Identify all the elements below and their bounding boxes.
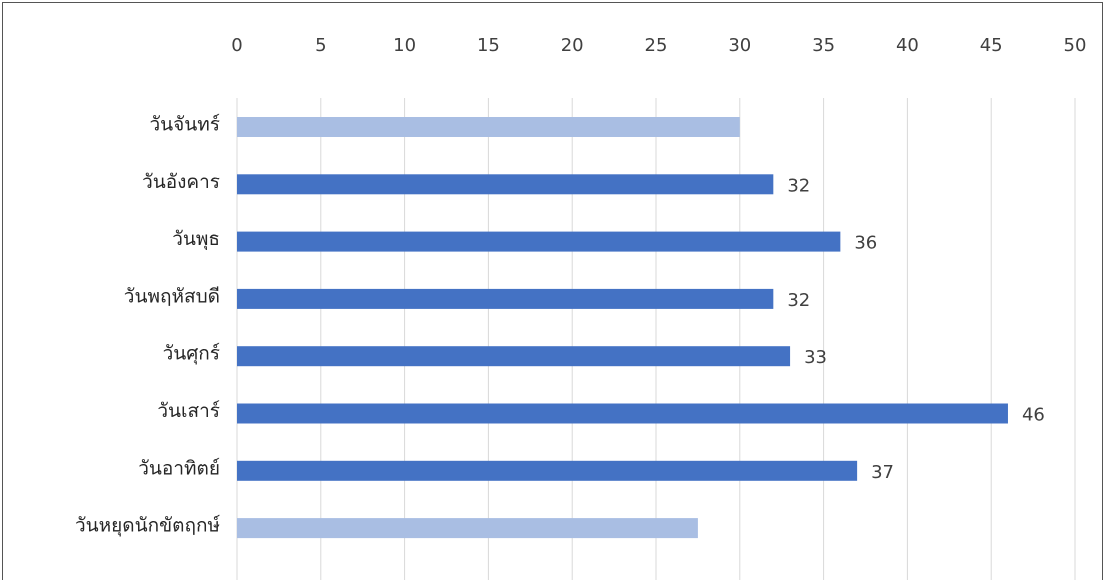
x-tick-label: 0 [231,35,242,56]
bar [237,174,774,195]
y-tick-label: วันเสาร์ [157,400,220,422]
x-tick-label: 10 [393,35,416,56]
y-tick-label: วันหยุดนักขัตฤกษ์ [75,515,220,538]
y-tick-label: วันอาทิตย์ [138,457,220,479]
x-tick-label: 30 [728,35,751,56]
bar [237,460,858,481]
x-tick-label: 15 [477,35,500,56]
y-tick-label: วันอังคาร [142,171,220,193]
x-tick-label: 50 [1064,35,1087,56]
x-tick-label: 40 [896,35,919,56]
bar [237,288,774,309]
value-label: 46 [1022,405,1045,426]
value-label: 33 [804,347,827,368]
value-label: 36 [854,233,877,254]
y-tick-label: วันศุกร์ [163,343,220,366]
x-tick-label: 25 [645,35,668,56]
y-tick-label: วันจันทร์ [149,114,220,136]
value-label: 32 [787,175,810,196]
bar [237,403,1008,424]
bar [237,518,698,539]
y-tick-label: วันพุธ [172,228,220,251]
bar [237,346,791,367]
bar [237,117,740,137]
x-tick-label: 35 [812,35,835,56]
value-label: 32 [787,290,810,311]
bar [237,231,841,252]
x-tick-label: 5 [315,35,326,56]
x-tick-label: 20 [561,35,584,56]
x-tick-label: 45 [980,35,1003,56]
y-tick-label: วันพฤหัสบดี [124,285,220,307]
value-label: 37 [871,462,894,483]
